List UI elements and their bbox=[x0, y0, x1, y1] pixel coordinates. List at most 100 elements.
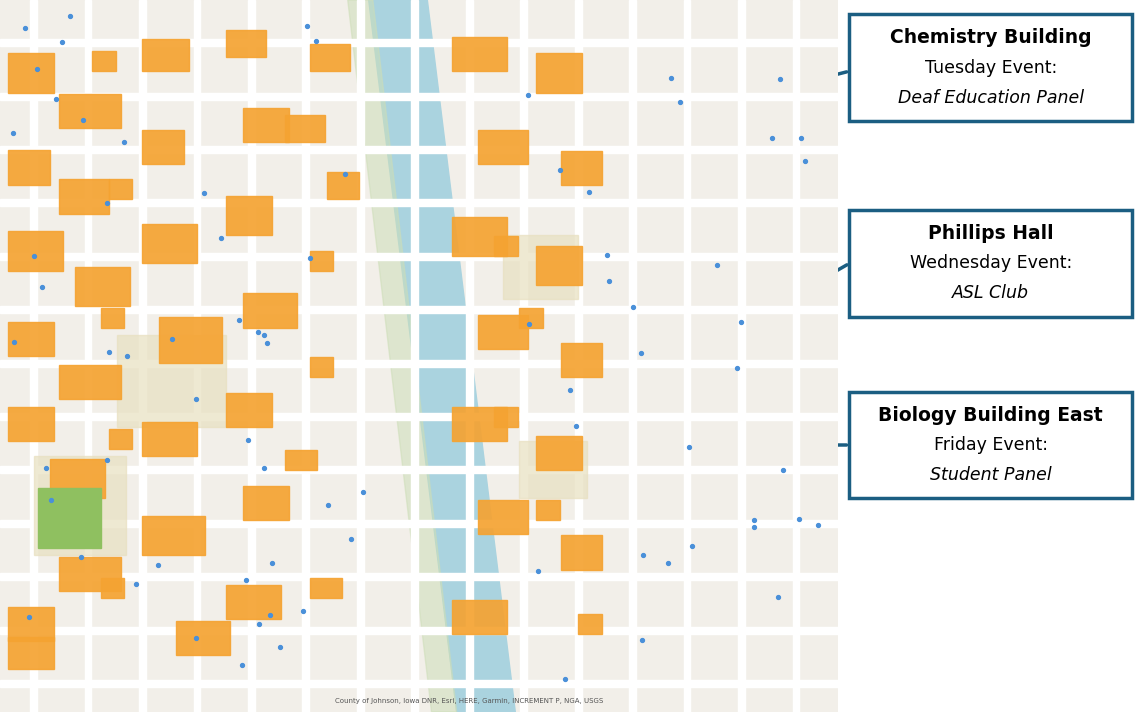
Bar bbox=[58, 94, 122, 128]
Bar bbox=[578, 614, 602, 634]
Bar bbox=[0, 680, 838, 687]
Bar bbox=[536, 246, 583, 285]
Bar bbox=[142, 422, 197, 456]
Bar bbox=[310, 357, 334, 377]
Text: Friday Event:: Friday Event: bbox=[934, 436, 1048, 454]
Bar bbox=[109, 179, 132, 199]
Bar bbox=[75, 267, 130, 306]
Bar bbox=[176, 621, 230, 655]
Bar bbox=[536, 53, 583, 93]
Bar bbox=[58, 557, 122, 591]
Bar bbox=[58, 365, 122, 399]
Text: Monday Event:: Monday Event: bbox=[515, 635, 645, 654]
Bar bbox=[226, 30, 267, 57]
Bar bbox=[8, 322, 55, 356]
Bar bbox=[684, 0, 691, 712]
Text: Deaf Education Panel: Deaf Education Panel bbox=[897, 88, 1084, 107]
Bar bbox=[243, 486, 290, 520]
Bar bbox=[0, 253, 838, 260]
Bar bbox=[194, 0, 201, 712]
Bar bbox=[0, 413, 838, 420]
Bar bbox=[8, 637, 55, 669]
Bar bbox=[310, 44, 350, 71]
Bar bbox=[84, 0, 91, 712]
Bar bbox=[792, 0, 799, 712]
Bar bbox=[466, 0, 473, 712]
Bar bbox=[495, 407, 518, 427]
Bar bbox=[0, 360, 838, 367]
Bar bbox=[453, 37, 507, 71]
Text: Field House: Field House bbox=[518, 605, 643, 624]
Text: Biology Building East: Biology Building East bbox=[878, 406, 1104, 424]
Bar bbox=[30, 0, 36, 712]
Bar bbox=[310, 251, 334, 271]
Text: ASL Club: ASL Club bbox=[952, 284, 1029, 303]
Bar bbox=[495, 236, 518, 256]
Text: Tuesday Event:: Tuesday Event: bbox=[925, 58, 1057, 77]
Bar bbox=[226, 196, 272, 235]
Bar bbox=[249, 0, 254, 712]
FancyBboxPatch shape bbox=[849, 14, 1132, 121]
Bar bbox=[92, 51, 115, 71]
FancyBboxPatch shape bbox=[849, 210, 1132, 317]
Bar bbox=[100, 578, 124, 598]
Bar bbox=[536, 500, 560, 520]
Text: County of Johnson, Iowa DNR, Esri, HERE, Garmin, INCREMENT P, NGA, USGS: County of Johnson, Iowa DNR, Esri, HERE,… bbox=[335, 698, 603, 704]
Bar bbox=[8, 53, 55, 93]
Bar bbox=[142, 224, 197, 263]
Bar bbox=[8, 150, 50, 185]
Bar bbox=[50, 459, 105, 498]
Text: Phillips Hall: Phillips Hall bbox=[928, 224, 1053, 243]
Bar bbox=[575, 0, 581, 712]
Bar bbox=[58, 179, 109, 214]
Bar bbox=[0, 39, 838, 46]
Bar bbox=[243, 108, 290, 142]
Bar bbox=[0, 146, 838, 153]
Bar bbox=[561, 343, 602, 377]
Bar bbox=[285, 115, 325, 142]
FancyBboxPatch shape bbox=[849, 392, 1132, 498]
Bar bbox=[561, 151, 602, 185]
Bar bbox=[8, 231, 63, 271]
Text: Student Panel: Student Panel bbox=[930, 466, 1051, 484]
Bar bbox=[453, 407, 507, 441]
Bar bbox=[142, 516, 205, 555]
Text: Wednesday Event:: Wednesday Event: bbox=[910, 254, 1072, 273]
Bar bbox=[561, 535, 602, 570]
Bar bbox=[453, 600, 507, 634]
Bar bbox=[629, 0, 636, 712]
Bar bbox=[478, 130, 528, 164]
Bar bbox=[520, 441, 586, 498]
Bar bbox=[142, 39, 188, 71]
Bar bbox=[285, 450, 317, 470]
Bar bbox=[478, 500, 528, 534]
Bar bbox=[327, 172, 359, 199]
Bar bbox=[160, 317, 222, 363]
Bar bbox=[139, 0, 146, 712]
Bar bbox=[109, 429, 132, 449]
Bar bbox=[8, 407, 55, 441]
Bar bbox=[0, 199, 838, 206]
Bar bbox=[243, 293, 298, 328]
Bar bbox=[226, 585, 280, 619]
Bar bbox=[520, 308, 543, 328]
FancyBboxPatch shape bbox=[439, 591, 722, 698]
Bar bbox=[453, 217, 507, 256]
Text: Silent Volleyball: Silent Volleyball bbox=[511, 665, 650, 684]
Bar bbox=[8, 607, 55, 641]
Bar bbox=[38, 488, 100, 548]
Bar bbox=[412, 0, 418, 712]
Bar bbox=[0, 466, 838, 473]
Bar bbox=[0, 627, 838, 634]
Bar bbox=[357, 0, 364, 712]
Bar bbox=[310, 578, 342, 598]
Bar bbox=[33, 456, 125, 555]
Bar bbox=[0, 306, 838, 313]
Polygon shape bbox=[368, 0, 515, 712]
Bar bbox=[0, 520, 838, 527]
Bar bbox=[503, 235, 578, 299]
Bar bbox=[739, 0, 744, 712]
Bar bbox=[142, 130, 185, 164]
Bar bbox=[478, 315, 528, 349]
Bar bbox=[117, 335, 226, 427]
